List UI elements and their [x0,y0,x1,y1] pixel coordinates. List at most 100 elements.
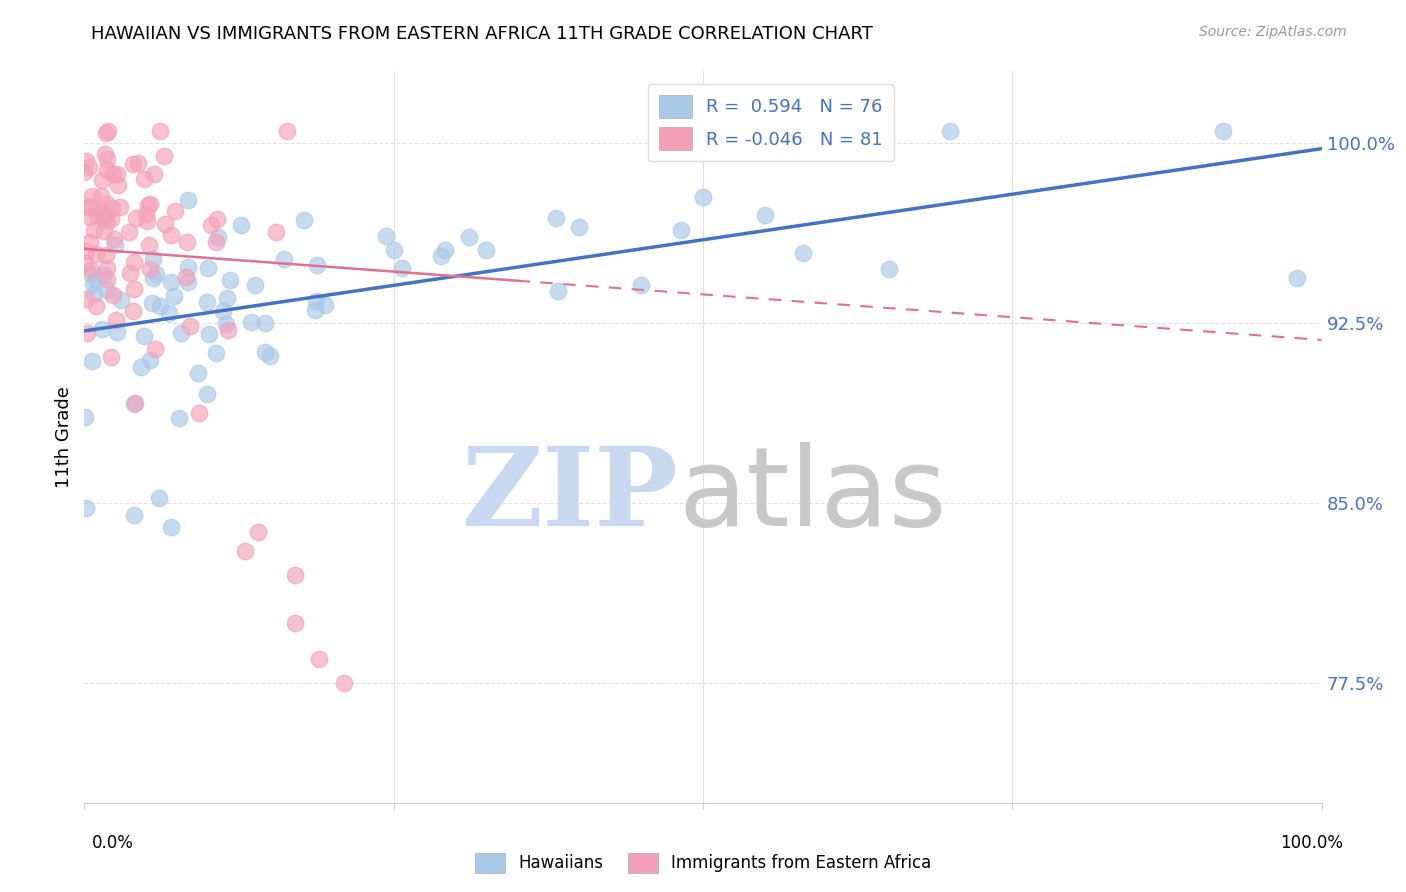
Y-axis label: 11th Grade: 11th Grade [55,386,73,488]
Point [176,235,198,250]
Text: atlas: atlas [678,442,946,549]
Point [132,329,155,343]
Point [105,167,128,181]
Point [217,323,239,337]
Point [90,173,112,187]
Point [121,304,143,318]
Point [94,146,117,161]
Point [174,270,197,285]
Point [142,270,165,285]
Point [79,211,101,225]
Point [284,568,307,582]
Point [165,203,187,218]
Point [568,220,591,235]
Point [259,349,281,363]
Point [122,157,145,171]
Point [139,197,162,211]
Point [93,224,115,238]
Point [170,326,193,340]
Point [148,299,170,313]
Point [219,273,242,287]
Point [122,255,145,269]
Text: 0.0%: 0.0% [91,834,134,852]
Point [205,235,228,249]
Point [143,167,166,181]
Point [391,261,413,276]
Point [215,317,238,331]
Point [91,322,114,336]
Point [136,198,159,212]
Point [110,293,132,308]
Point [153,149,176,163]
Point [1285,271,1308,285]
Point [86,299,108,313]
Point [195,387,218,401]
Point [877,261,900,276]
Point [100,350,122,364]
Point [475,244,498,258]
Point [177,275,200,289]
Point [215,292,238,306]
Point [153,217,176,231]
Point [143,342,166,356]
Point [547,284,569,298]
Point [91,211,114,226]
Point [1212,124,1234,138]
Point [544,211,567,225]
Point [80,200,103,214]
Point [83,223,105,237]
Point [120,266,142,280]
Point [122,283,145,297]
Point [94,126,117,140]
Point [177,260,200,274]
Point [76,326,98,340]
Point [96,261,118,276]
Point [308,652,330,666]
Point [96,197,118,211]
Point [382,243,405,257]
Point [118,225,141,239]
Point [186,366,208,380]
Point [162,288,184,302]
Point [246,524,269,539]
Point [75,501,97,516]
Point [96,247,118,261]
Text: ZIP: ZIP [461,442,678,549]
Point [75,409,97,424]
Point [160,227,183,242]
Point [134,172,156,186]
Point [84,271,107,285]
Point [96,214,118,228]
Point [243,277,266,292]
Point [96,163,118,178]
Point [96,272,118,286]
Point [80,354,103,368]
Point [333,676,356,690]
Point [630,277,652,292]
Point [754,208,776,222]
Point [96,152,118,166]
Point [145,267,167,281]
Point [90,204,112,219]
Point [284,615,307,630]
Point [195,294,218,309]
Point [139,353,162,368]
Point [96,283,118,297]
Point [187,406,209,420]
Point [294,213,316,227]
Point [457,230,479,244]
Point [135,213,157,227]
Point [139,262,162,277]
Point [80,267,103,281]
Point [80,262,103,277]
Legend: R =  0.594   N = 76, R = -0.046   N = 81: R = 0.594 N = 76, R = -0.046 N = 81 [648,84,894,161]
Point [135,207,157,221]
Point [105,313,128,327]
Point [142,252,165,267]
Point [212,304,235,318]
Point [314,298,336,312]
Point [198,327,221,342]
Point [254,316,277,330]
Point [73,256,96,270]
Point [125,211,148,226]
